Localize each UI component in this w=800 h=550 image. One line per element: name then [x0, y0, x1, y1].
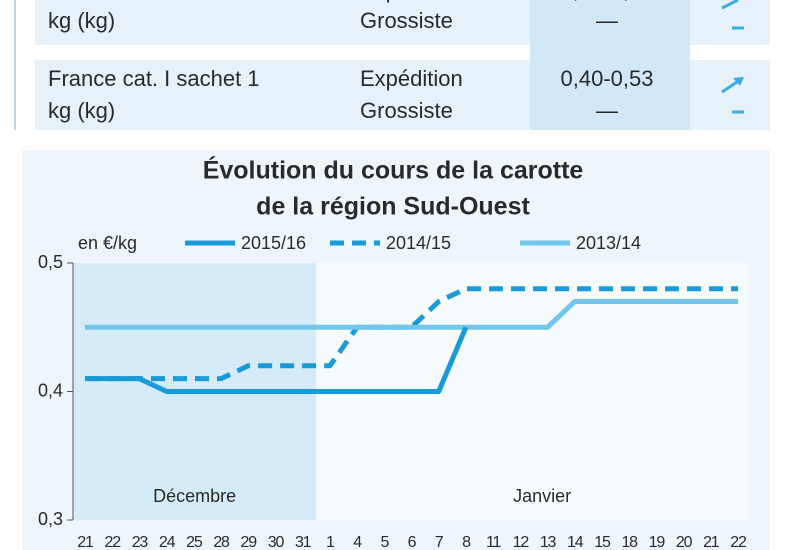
table-cell: Expédition	[360, 66, 463, 91]
table-cell: 0,40-0,53	[561, 66, 654, 91]
x-tick-label: 19	[649, 534, 666, 550]
x-tick-label: 22	[105, 534, 122, 550]
unit-label: en €/kg	[78, 233, 137, 253]
series-line	[85, 286, 738, 382]
table-cell: kg (kg)	[48, 98, 115, 123]
x-tick-label: 22	[730, 534, 747, 550]
trend-arrow	[721, 0, 739, 10]
x-tick-label: 14	[567, 534, 584, 550]
x-tick-label: 11	[486, 534, 502, 550]
y-tick-label: 0,3	[38, 509, 63, 529]
y-tick-label: 0,5	[38, 252, 63, 272]
series-line	[85, 299, 738, 330]
trend-arrowhead	[733, 77, 744, 86]
y-tick-label: 0,4	[38, 380, 63, 400]
x-tick-label: 13	[540, 534, 557, 550]
chart-title: Évolution du cours de la carotte	[203, 156, 584, 185]
x-tick-label: 23	[132, 534, 149, 550]
table-cell: Grossiste	[360, 98, 453, 123]
table-cell: 0,40-0,53	[561, 0, 654, 3]
legend-label: 2015/16	[241, 233, 306, 253]
table-cell: —	[596, 8, 618, 33]
month-label: Décembre	[153, 486, 236, 506]
x-tick-label: 24	[159, 534, 176, 550]
x-tick-label: 21	[77, 534, 94, 550]
table-cell: France cat. I sachet 1	[48, 66, 260, 91]
x-tick-label: 29	[241, 534, 258, 550]
month-label: Janvier	[513, 486, 571, 506]
x-tick-label: 15	[594, 534, 611, 550]
table-cell: Grossiste	[360, 8, 453, 33]
table-cell: Expédition	[360, 0, 463, 3]
x-tick-label: 1	[326, 534, 335, 550]
x-tick-label: 31	[295, 534, 312, 550]
series-line	[85, 326, 469, 394]
chart-title: de la région Sud-Ouest	[256, 193, 530, 221]
x-tick-label: 30	[268, 534, 285, 550]
x-tick-label: 5	[380, 534, 389, 550]
x-tick-label: 4	[353, 534, 362, 550]
x-tick-label: 20	[676, 534, 693, 550]
x-tick-label: 18	[621, 534, 638, 550]
table-cell: —	[596, 98, 618, 123]
x-tick-label: 8	[462, 534, 471, 550]
x-tick-label: 12	[513, 534, 530, 550]
table-column-highlight	[530, 0, 690, 130]
trend-icons	[721, 0, 744, 114]
x-tick-label: 28	[213, 534, 230, 550]
x-tick-label: 6	[408, 534, 417, 550]
legend-label: 2013/14	[576, 233, 641, 253]
x-tick-label: 21	[703, 534, 720, 550]
legend-label: 2014/15	[386, 233, 451, 253]
table-cell: kg (kg)	[48, 8, 115, 33]
table-cell: France cat. I sachet 12	[48, 0, 272, 3]
x-tick-label: 7	[435, 534, 444, 550]
x-tick-label: 25	[186, 534, 203, 550]
